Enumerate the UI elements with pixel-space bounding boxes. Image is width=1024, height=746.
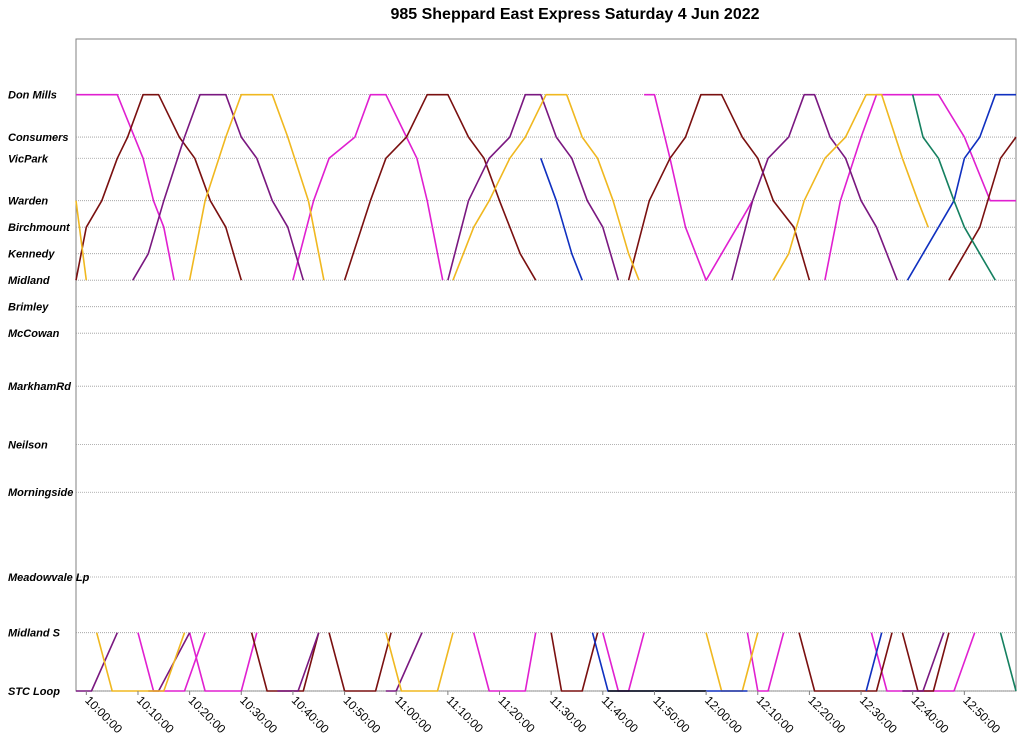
series-0-trip-1: [292, 93, 444, 281]
stop-label: MarkhamRd: [8, 381, 71, 393]
stop-label: STC Loop: [8, 686, 60, 698]
series-0-trip-5: [188, 632, 258, 692]
x-tick-label: 11:20:00: [495, 693, 538, 736]
x-tick-label: 12:40:00: [909, 693, 952, 736]
series-4-trip-1: [906, 93, 1016, 281]
x-tick-label: 11:00:00: [392, 693, 435, 736]
series-0-trip-3: [824, 93, 1016, 281]
x-tick-label: 10:10:00: [134, 693, 177, 736]
stop-label: Birchmount: [8, 222, 71, 234]
stop-labels: Don Mills Consumers VicPark Warden Birchmoun…: [8, 90, 90, 698]
x-tick-label: 10:00:00: [82, 693, 125, 736]
stop-label: McCowan: [8, 328, 60, 340]
stop-label: VicPark: [8, 153, 49, 165]
series-3-trip-3: [772, 93, 929, 281]
series-2-trip-7: [902, 632, 945, 692]
stop-label: Morningside: [8, 487, 73, 499]
series-1-trip-5: [328, 632, 392, 692]
x-tick-label: 11:30:00: [547, 693, 590, 736]
series-0-trip-4: [137, 632, 206, 692]
x-tick-label: 12:10:00: [754, 693, 797, 736]
series-1-trip-0: [75, 93, 243, 281]
series-1-trip-3: [948, 136, 1017, 281]
series-1-trip-6: [550, 632, 599, 692]
x-tick-label: 11:40:00: [599, 693, 642, 736]
stop-label: Neilson: [8, 440, 48, 452]
x-tick-label: 12:00:00: [702, 693, 745, 736]
series-3-trip-1: [188, 93, 325, 281]
series-4-trip-0: [540, 158, 583, 281]
chart-title: 985 Sheppard East Express Saturday 4 Jun…: [390, 6, 760, 23]
series-2-trip-1: [447, 93, 620, 281]
series-1-trip-1: [343, 93, 537, 281]
x-tick-label: 11:50:00: [650, 693, 693, 736]
x-tick-label: 10:50:00: [340, 693, 383, 736]
plot-area: [75, 38, 1017, 692]
series-0-trip-0: [76, 93, 175, 281]
series-3-trip-5: [385, 632, 454, 692]
stop-label: Consumers: [8, 132, 69, 144]
series-1-trip-2: [627, 93, 811, 281]
series-lines: [75, 93, 1017, 692]
stop-label: Meadowvale Lp: [8, 572, 90, 584]
series-5-trip-0: [911, 94, 996, 281]
gridlines: [76, 94, 1016, 692]
series-0-trip-8: [746, 632, 785, 692]
stop-label: Don Mills: [8, 90, 57, 102]
x-tick-label: 10:30:00: [237, 693, 280, 736]
x-tick-label: 12:30:00: [857, 693, 900, 736]
x-tick-label: 10:20:00: [186, 693, 229, 736]
series-3-trip-2: [452, 93, 640, 281]
stop-label: Midland S: [8, 628, 61, 640]
stop-label: Midland: [8, 275, 50, 287]
series-5-trip-1: [999, 632, 1017, 692]
stop-label: Warden: [8, 196, 48, 208]
stop-label: Brimley: [8, 302, 49, 314]
series-1-trip-7: [798, 632, 893, 692]
series-0-trip-2: [644, 93, 754, 282]
x-tick-label: 12:50:00: [960, 693, 1003, 736]
x-tick-label: 12:20:00: [805, 693, 848, 736]
series-0-trip-6: [472, 632, 537, 692]
series-2-trip-0: [132, 93, 305, 281]
x-tick-labels: 10:00:00 10:10:00 10:20:00 10:30:00 10:40:00…: [82, 691, 1003, 736]
series-2-trip-3: [76, 632, 119, 692]
stop-label: Kennedy: [8, 249, 55, 261]
series-1-trip-8: [901, 632, 950, 692]
x-tick-label: 11:10:00: [444, 693, 487, 736]
series-2-trip-5: [277, 632, 320, 692]
x-tick-label: 10:40:00: [289, 693, 332, 736]
series-2-trip-2: [731, 93, 898, 281]
series-4-trip-3: [865, 632, 883, 692]
series-3-trip-0: [75, 200, 88, 281]
